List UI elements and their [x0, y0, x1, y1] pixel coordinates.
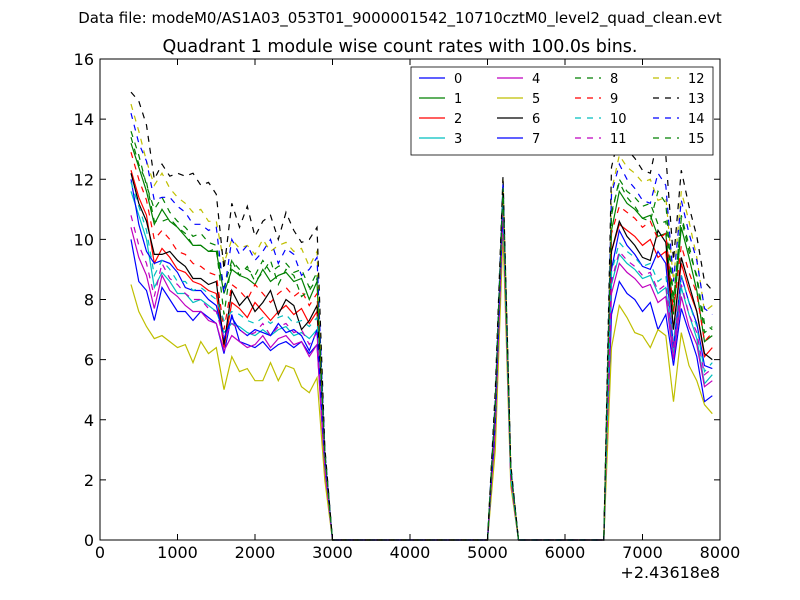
x-tick-label: 0	[95, 543, 105, 562]
data-file-suptitle: Data file: modeM0/AS1A03_053T01_90000015…	[78, 9, 722, 27]
legend-label-14: 14	[688, 112, 705, 127]
series-line-15	[130, 137, 713, 541]
x-tick-label: 5000	[467, 543, 508, 562]
legend-label-9: 9	[610, 92, 618, 107]
y-tick-label: 10	[74, 230, 94, 249]
series-layer	[130, 91, 713, 541]
y-tick-label: 2	[84, 471, 94, 490]
series-line-9	[130, 152, 713, 541]
x-offset-label: +2.43618e8	[620, 563, 720, 582]
legend-label-5: 5	[532, 92, 540, 107]
y-tick-label: 8	[84, 291, 94, 310]
legend-label-6: 6	[532, 112, 540, 127]
legend-label-11: 11	[610, 132, 627, 147]
y-tick-label: 4	[84, 411, 94, 430]
x-tick-label: 3000	[312, 543, 353, 562]
y-tick-label: 12	[74, 170, 94, 189]
legend-label-2: 2	[454, 112, 462, 127]
y-tick-label: 0	[84, 531, 94, 550]
series-line-1	[130, 143, 713, 541]
legend-label-13: 13	[688, 92, 705, 107]
x-tick-label: 1000	[157, 543, 198, 562]
chart-title: Quadrant 1 module wise count rates with …	[162, 37, 638, 57]
y-tick-label: 6	[84, 351, 94, 370]
legend-label-0: 0	[454, 72, 462, 87]
series-line-13	[130, 91, 713, 541]
series-line-8	[130, 131, 713, 541]
x-tick-label: 2000	[235, 543, 276, 562]
legend-label-4: 4	[532, 72, 540, 87]
legend-box	[410, 66, 714, 156]
x-tick-label: 6000	[545, 543, 586, 562]
y-tick-label: 14	[74, 110, 94, 129]
series-line-5	[130, 233, 713, 541]
axes-layer: 0 1000 2000 3000 4000 5000 6000 7000 80000246810…	[74, 50, 741, 582]
legend-label-7: 7	[532, 132, 540, 147]
legend-label-15: 15	[688, 132, 705, 147]
x-tick-label: 4000	[390, 543, 431, 562]
legend-label-1: 1	[454, 92, 462, 107]
legend-label-12: 12	[688, 72, 705, 87]
x-tick-label: 7000	[622, 543, 663, 562]
legend-label-3: 3	[454, 132, 462, 147]
series-line-12	[130, 103, 713, 541]
legend-label-10: 10	[610, 112, 627, 127]
x-tick-label: 8000	[700, 543, 741, 562]
series-line-14	[130, 112, 713, 541]
legend-label-8: 8	[610, 72, 618, 87]
y-tick-label: 16	[74, 50, 94, 69]
